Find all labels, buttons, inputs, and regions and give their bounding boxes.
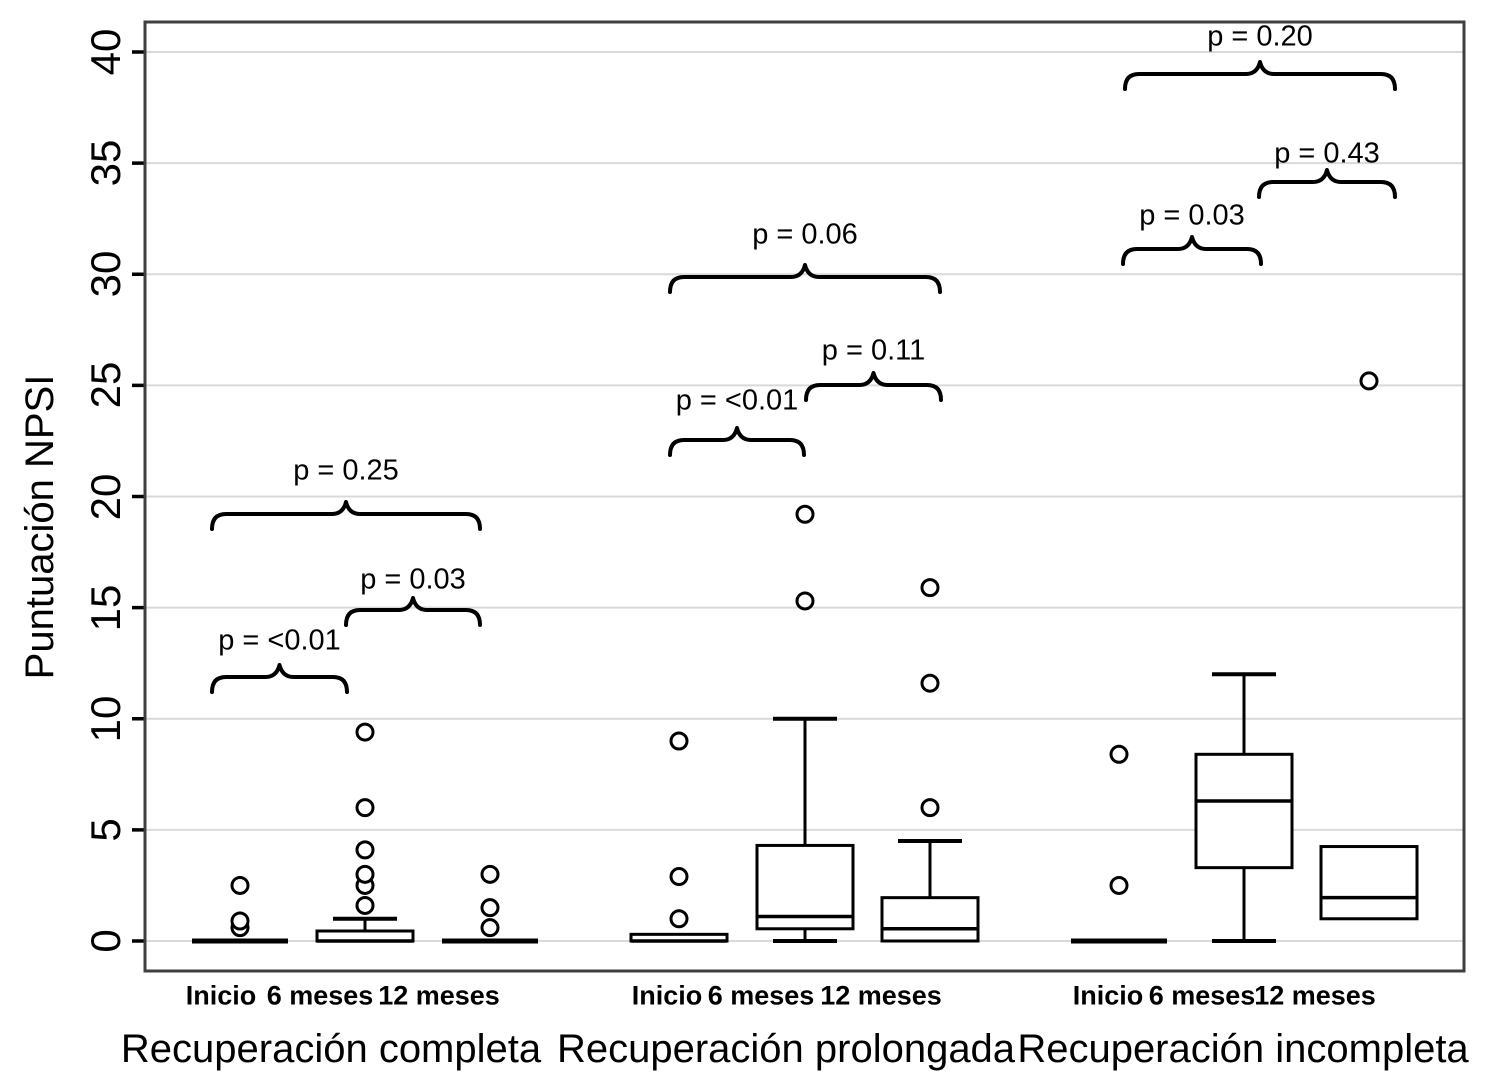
p-value-label: p = 0.03 [1139, 199, 1245, 232]
x-tick-label: 6 meses [707, 980, 815, 1011]
comparison-brace [1121, 235, 1263, 266]
outlier-point [355, 798, 375, 818]
comparison-brace [344, 596, 482, 627]
outlier-point [355, 895, 375, 915]
outlier-point [920, 673, 940, 693]
comparison-brace [210, 500, 482, 531]
p-value-label: p = 0.43 [1274, 137, 1380, 170]
x-tick-label: 12 meses [378, 980, 500, 1011]
group-label: Recuperación prolongada [556, 1027, 1016, 1071]
box-iqr [1319, 845, 1419, 921]
box-iqr [1194, 752, 1294, 870]
x-tick-label: Inicio [631, 980, 703, 1011]
x-tick-label: 12 meses [820, 980, 942, 1011]
outlier-point [669, 909, 689, 929]
outlier-point [795, 504, 815, 524]
y-tick-label: 40 [82, 28, 129, 76]
outlier-point [669, 731, 689, 751]
x-tick-label: Inicio [185, 980, 257, 1011]
y-tick-label: 10 [82, 695, 129, 743]
comparison-brace [210, 663, 349, 694]
comparison-brace [668, 263, 942, 294]
x-tick-label: 6 meses [266, 980, 374, 1011]
x-tick-label: 12 meses [1254, 980, 1376, 1011]
p-value-label: p = 0.25 [293, 454, 399, 487]
p-value-label: p = 0.03 [360, 563, 466, 596]
outlier-point [920, 578, 940, 598]
outlier-point [669, 867, 689, 887]
p-value-label: p = 0.20 [1207, 20, 1313, 53]
x-tick-label: 6 meses [1148, 980, 1256, 1011]
p-value-label: p = <0.01 [218, 624, 341, 657]
y-tick-label: 20 [82, 473, 129, 520]
outlier-point [480, 864, 500, 884]
box-iqr [880, 896, 980, 943]
y-tick-label: 5 [82, 818, 129, 842]
outlier-point [1359, 371, 1379, 391]
outlier-point [230, 911, 250, 931]
outlier-point [1109, 744, 1129, 764]
outlier-point [355, 840, 375, 860]
p-value-label: p = <0.01 [675, 384, 799, 417]
outlier-point [1109, 875, 1129, 895]
p-value-label: p = 0.06 [752, 218, 858, 251]
y-tick-label: 35 [82, 139, 129, 187]
y-tick-label: 30 [82, 250, 129, 298]
outlier-point [480, 898, 500, 918]
outlier-point [920, 798, 940, 818]
outlier-point [795, 591, 815, 611]
y-tick-label: 0 [82, 929, 129, 953]
comparison-brace [1123, 60, 1397, 91]
outlier-point [480, 918, 500, 938]
p-value-label: p = 0.11 [821, 334, 926, 367]
plot-border [143, 20, 1466, 973]
comparison-brace [668, 426, 806, 457]
y-axis-title: Puntuación NPSI [18, 374, 62, 680]
comparison-brace [804, 371, 943, 402]
group-label: Recuperación completa [120, 1027, 542, 1071]
x-tick-label: Inicio [1072, 980, 1144, 1011]
comparison-brace [1257, 168, 1397, 199]
group-label: Recuperación incompleta [1017, 1027, 1469, 1071]
outlier-point [355, 722, 375, 742]
y-tick-label: 15 [82, 584, 129, 631]
outlier-point [230, 875, 250, 895]
y-tick-label: 25 [82, 362, 129, 409]
outlier-point [355, 864, 375, 884]
